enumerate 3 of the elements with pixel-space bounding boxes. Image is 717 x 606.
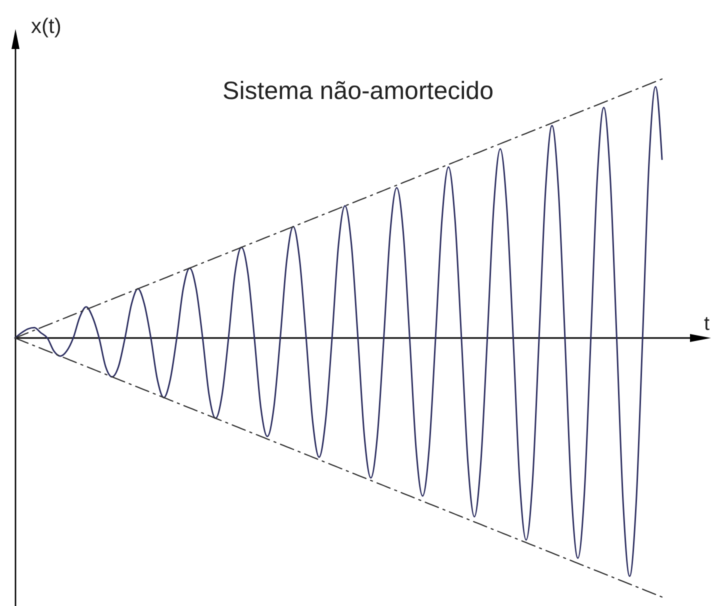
x-axis-title: t [704,313,710,335]
y-axis-title: x(t) [31,15,62,38]
chart-title: Sistema não-amortecido [222,77,494,105]
